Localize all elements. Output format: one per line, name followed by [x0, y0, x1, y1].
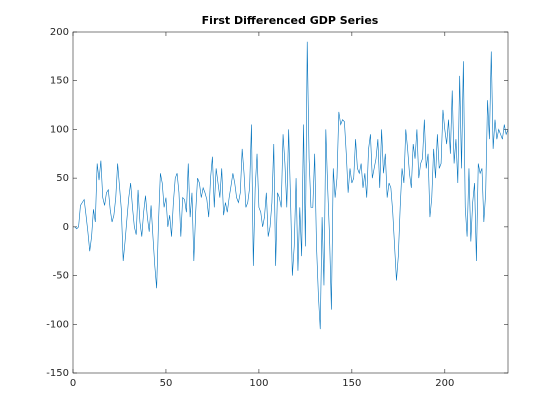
y-tick-label: 200 [50, 27, 69, 38]
y-tick-label: 150 [50, 76, 69, 87]
y-tick-label: -150 [46, 368, 69, 379]
y-tick-label: 100 [50, 124, 69, 135]
x-tick-label: 150 [342, 378, 361, 389]
data-line [74, 41, 509, 330]
x-tick-label: 200 [435, 378, 454, 389]
x-tick-label: 100 [249, 378, 268, 389]
y-tick-label: -100 [46, 319, 69, 330]
x-tick-label: 50 [160, 378, 173, 389]
y-tick-label: -50 [53, 271, 69, 282]
chart-title: First Differenced GDP Series [202, 14, 379, 27]
plot-frame [72, 31, 509, 374]
y-tick-label: 0 [63, 222, 69, 233]
x-tick-label: 0 [70, 378, 76, 389]
y-tick-label: 50 [56, 173, 69, 184]
